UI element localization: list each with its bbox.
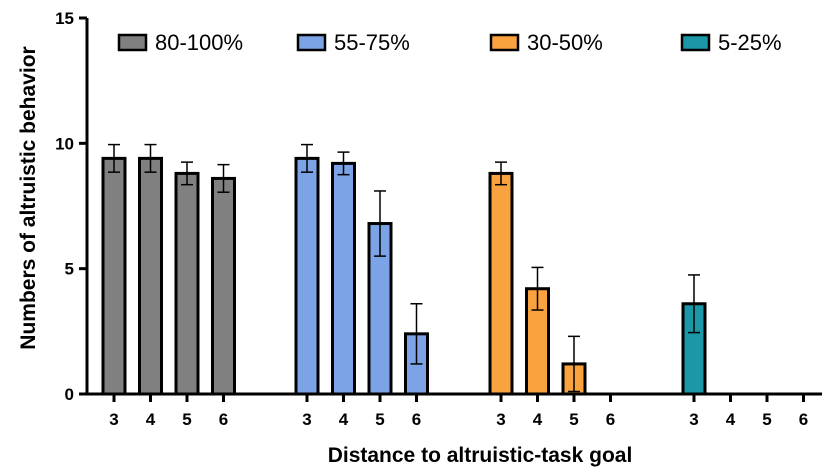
- x-axis-ticks: 3 4 5 6 3 4 5 6 3 4 5 6 3 4 5 6: [109, 394, 808, 429]
- legend-swatch: [489, 33, 520, 52]
- legend-swatch: [680, 33, 711, 52]
- legend-swatch: [296, 33, 327, 52]
- x-tick-label: 3: [689, 410, 698, 429]
- x-tick-label: 5: [375, 410, 384, 429]
- bar: [101, 156, 127, 396]
- x-tick-label: 5: [182, 410, 191, 429]
- y-tick-label: 0: [65, 385, 74, 404]
- bar: [294, 156, 320, 396]
- y-tick-label: 10: [55, 134, 74, 153]
- legend-label: 80-100%: [155, 30, 243, 55]
- bar: [488, 171, 514, 396]
- x-tick-label: 6: [219, 410, 228, 429]
- x-tick-label: 6: [412, 410, 421, 429]
- bar: [331, 161, 356, 396]
- y-axis-ticks: 0 5 10 15: [55, 9, 87, 404]
- bar: [174, 171, 200, 396]
- legend-label: 55-75%: [334, 30, 410, 55]
- x-tick-label: 3: [302, 410, 311, 429]
- x-tick-label: 4: [339, 410, 349, 429]
- x-tick-label: 4: [533, 410, 543, 429]
- x-axis-title: Distance to altruistic-task goal: [328, 444, 633, 467]
- bar: [211, 176, 236, 396]
- y-axis-title: Numbers of altruistic behavior: [17, 46, 40, 349]
- legend-label: 30-50%: [527, 30, 603, 55]
- x-tick-label: 4: [146, 410, 156, 429]
- x-tick-label: 6: [606, 410, 615, 429]
- x-tick-label: 6: [799, 410, 808, 429]
- x-tick-label: 3: [496, 410, 505, 429]
- legend: 80-100% 55-75% 30-50% 5-25%: [117, 30, 782, 55]
- x-tick-label: 5: [762, 410, 771, 429]
- y-tick-label: 5: [65, 260, 74, 279]
- y-tick-label: 15: [55, 9, 74, 28]
- bar: [138, 156, 163, 396]
- x-tick-label: 5: [569, 410, 578, 429]
- error-bars: [108, 143, 700, 393]
- x-tick-label: 3: [109, 410, 118, 429]
- x-tick-label: 4: [726, 410, 736, 429]
- legend-swatch: [117, 33, 148, 52]
- legend-label: 5-25%: [718, 30, 782, 55]
- bars: [101, 156, 707, 396]
